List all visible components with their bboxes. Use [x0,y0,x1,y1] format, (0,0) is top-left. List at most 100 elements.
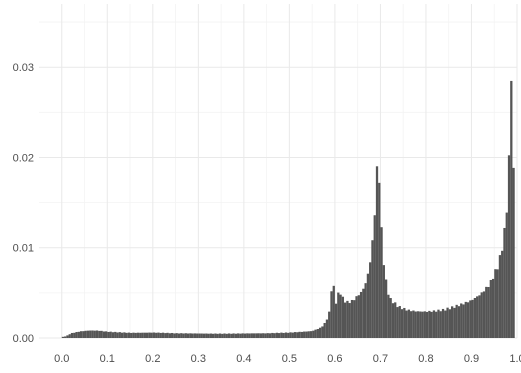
histogram-bar [375,166,379,338]
histogram-bar [462,304,465,338]
grid-lines [39,4,518,339]
histogram-bar [428,310,431,338]
histogram-bar [191,333,194,338]
histogram-bar [255,333,258,338]
histogram-bar [155,332,158,338]
histogram-bar [118,332,121,338]
histogram-bar [357,295,360,338]
histogram-bar [296,332,299,338]
histogram-bar [216,333,219,338]
histogram-bar [282,332,285,338]
histogram-bar [498,255,502,338]
histogram-bar [439,311,442,338]
histogram-bar [237,333,240,338]
histogram-bar [359,291,363,338]
histogram-bar [314,329,317,338]
histogram-bar [66,335,69,338]
histogram-bar [455,304,458,338]
histogram-bar [321,326,324,338]
histogram-bar [68,334,71,338]
histogram-bar [218,333,222,338]
histogram-bar [478,295,481,338]
x-tick-label: 0.2 [145,353,160,365]
histogram-bar [268,333,272,338]
histogram-bar [407,309,411,338]
histogram-bar [339,294,342,338]
histogram-bar [275,332,278,338]
histogram-bar [105,331,108,338]
histogram-bar [323,322,326,338]
histogram-bar [143,332,146,338]
histogram-bar [328,311,331,338]
histogram-bar [150,332,153,338]
histogram-bar [207,333,210,338]
histogram-bar [157,332,160,338]
histogram-bar [241,333,244,338]
histogram-bar [125,332,128,338]
histogram-bar [134,332,137,338]
histogram-bar [348,303,351,338]
histogram-bar [476,296,479,338]
histogram-bar [248,333,251,338]
histogram-bar [332,285,335,338]
histogram-bar [262,333,265,338]
histogram-bar [453,307,456,338]
histogram-bar [223,333,226,338]
histogram-bar [423,311,426,338]
histogram-bar [145,332,149,338]
histogram-bar [355,296,358,338]
histogram-bar [389,298,392,338]
histogram-bar [107,331,110,338]
histogram-bar [102,331,106,338]
histogram-bar [189,333,192,338]
histogram-bar [482,291,486,338]
histogram-bar [234,333,238,338]
histogram-bar [485,286,488,338]
histogram-bar [346,300,349,338]
y-tick-label: 0.02 [13,152,34,164]
histogram-bar [300,331,304,338]
histogram-bar [95,330,99,338]
histogram-bar [510,80,513,339]
x-tick-label: 0.7 [373,353,388,365]
y-tick-label: 0.00 [13,333,34,345]
histogram-bar [494,269,497,338]
histogram-bar [400,309,404,338]
histogram-bar [259,333,263,338]
histogram-bar [166,332,169,338]
histogram-bar [419,311,422,338]
histogram-bar [430,311,433,338]
histogram-bar [457,306,461,338]
x-tick-label: 0.9 [464,353,479,365]
histogram-bar [214,333,217,338]
histogram-bar [159,332,162,338]
histogram-bar [309,331,313,338]
histogram-bar [211,333,215,338]
histogram-bar [111,332,115,338]
histogram-bar [353,300,356,338]
histogram-bar [441,308,445,338]
histogram-bar [450,306,454,338]
histogram-bar [173,333,176,338]
histogram-bar [391,303,395,338]
histogram-bar [398,306,401,338]
histogram-bar [93,330,96,338]
histogram-bar [380,227,383,338]
histogram-bar [364,283,367,338]
histogram-bar [491,278,495,338]
histogram-bar [278,333,281,338]
histogram-bar [168,333,172,338]
histogram-bar [373,215,376,338]
histogram-bar [98,330,101,338]
histogram-bar [280,332,283,338]
x-tick-label: 0.5 [282,353,297,365]
histogram-bar [175,333,178,338]
histogram-bar [264,333,267,338]
histogram-bar [489,279,492,338]
histogram-bar [198,333,201,338]
histogram-bar [330,291,333,338]
histogram-bar [250,333,253,338]
histogram-bar [334,303,338,338]
histogram-bar [412,310,415,338]
